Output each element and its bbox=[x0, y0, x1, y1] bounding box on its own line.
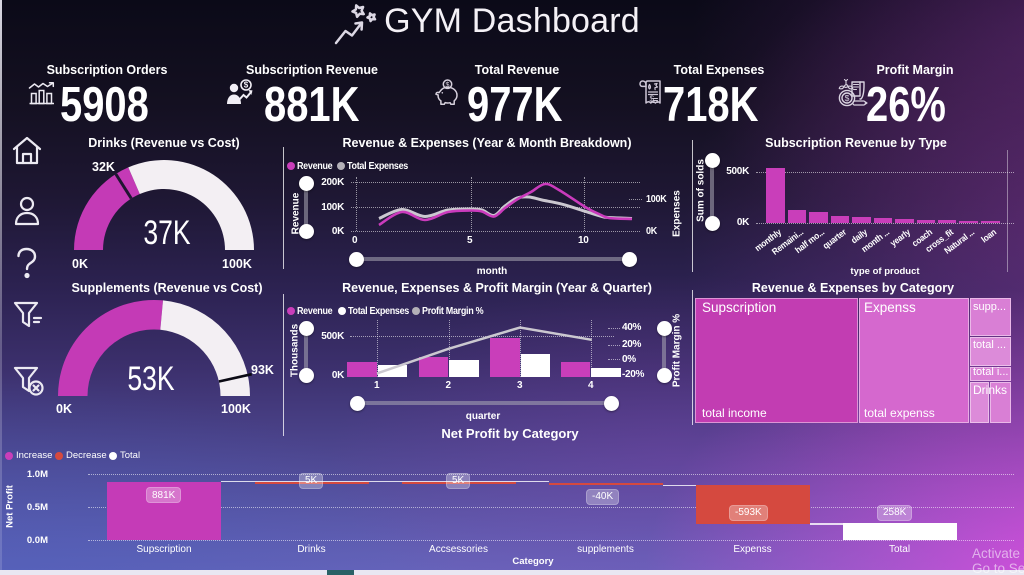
svg-text:$: $ bbox=[650, 95, 655, 104]
svg-text:$: $ bbox=[244, 81, 249, 90]
svg-text:$: $ bbox=[446, 82, 450, 89]
svg-text:$: $ bbox=[845, 93, 850, 103]
